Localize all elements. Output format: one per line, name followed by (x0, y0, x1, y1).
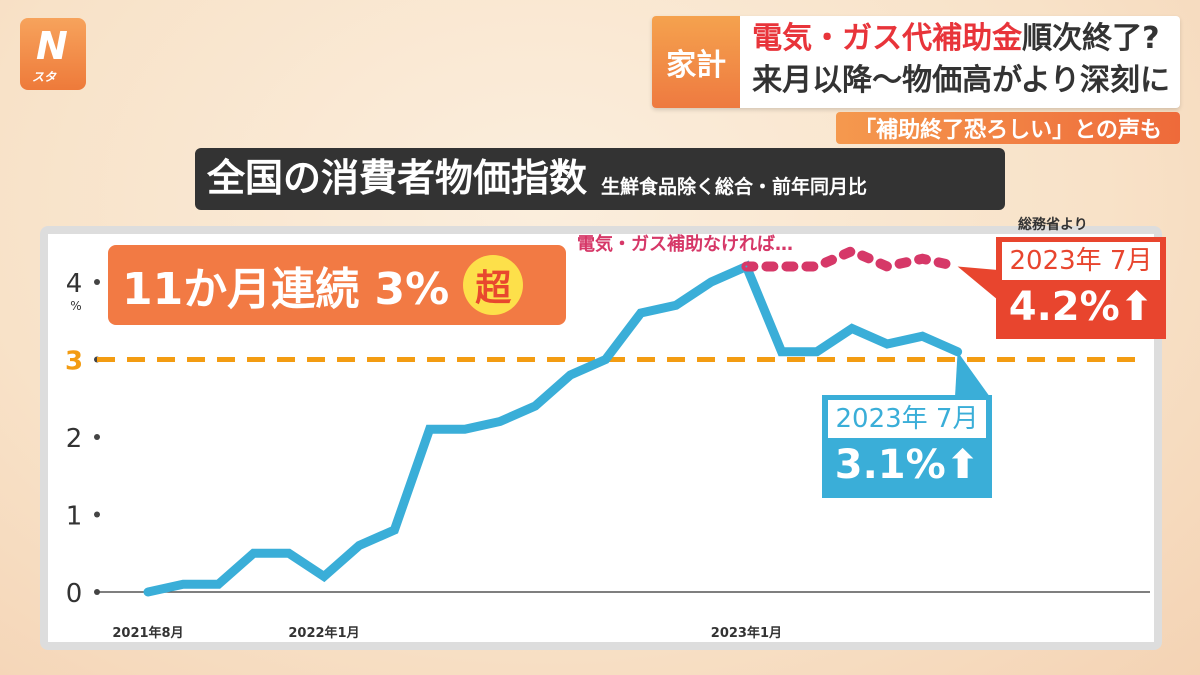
actual-point (604, 358, 607, 361)
over-circle: 超 (463, 255, 524, 315)
without-subsidy-line (741, 245, 963, 272)
x-tick-label: 2022年1月 (288, 625, 359, 641)
y-tick-label: 0 (66, 579, 83, 609)
callout-date: 2023年 7月 (828, 400, 986, 438)
streak-text: 11か月連続 3% (122, 264, 450, 315)
actual-point (710, 281, 713, 283)
x-tick-label: 2021年8月 (112, 625, 183, 641)
x-tick-label: 2023年1月 (711, 625, 782, 641)
actual-point (428, 428, 431, 431)
actual-cpi-line (143, 260, 963, 597)
callout-value: 3.1%⬆ (834, 442, 980, 488)
actual-point (463, 428, 466, 431)
headline-text: 電気・ガス代補助金順次終了? 来月以降〜物価高がより深刻に (740, 16, 1180, 108)
actual-point (147, 591, 149, 593)
logo-sub: スタ (32, 70, 57, 84)
headline-line1: 電気・ガス代補助金順次終了? (752, 20, 1170, 58)
chart-title: 全国の消費者物価指数 (207, 156, 588, 200)
streak-badge: 11か月連続 3% 超 (108, 245, 566, 325)
actual-point (252, 552, 255, 555)
actual-point (534, 405, 537, 407)
y-tick-label: 2 (66, 424, 83, 454)
actual-point (745, 265, 748, 268)
y-tick-dot (94, 434, 100, 440)
category-label: 家計 (652, 16, 741, 108)
chart-title-bar: 全国の消費者物価指数 生鮮食品除く総合・前年同月比 (195, 148, 1005, 210)
actual-point (921, 335, 924, 338)
logo-mark: N (36, 24, 68, 68)
actual-point (569, 374, 572, 376)
y-unit: % (70, 299, 81, 313)
actual-point (358, 544, 361, 547)
actual-point (815, 350, 818, 353)
actual-point (639, 312, 642, 314)
callout-value: 4.2%⬆ (1008, 284, 1154, 330)
y-tick-label: 1 (66, 502, 83, 532)
actual-point (675, 304, 677, 307)
actual-point (393, 529, 396, 531)
headline-rest: 順次終了? (1022, 21, 1160, 56)
callout-actual: 2023年 7月 3.1%⬆ (822, 395, 992, 498)
without-subsidy-label: 電気・ガス補助なければ… (577, 234, 793, 255)
y-tick-label: 4 (66, 269, 83, 299)
actual-point (851, 327, 853, 330)
y-tick-label: 3 (65, 347, 83, 377)
subheadline: 「補助終了恐ろしい」との声も (836, 112, 1180, 144)
y-tick-dot (94, 589, 100, 595)
y-tick-dot (94, 279, 100, 285)
actual-point (287, 552, 290, 555)
actual-point (499, 420, 501, 423)
callout-pointer-actual (955, 351, 990, 397)
chart-subtitle: 生鮮食品除く総合・前年同月比 (601, 176, 868, 198)
actual-point (182, 583, 185, 586)
callout-pointer-without-subsidy (957, 266, 998, 300)
actual-point (780, 350, 783, 353)
actual-point (323, 575, 325, 578)
callout-without-subsidy: 2023年 7月 4.2%⬆ (996, 237, 1166, 339)
headline-card: 家計 電気・ガス代補助金順次終了? 来月以降〜物価高がより深刻に (652, 16, 1180, 108)
callout-date: 2023年 7月 (1002, 242, 1160, 280)
actual-point (217, 583, 220, 586)
headline-highlight: 電気・ガス代補助金 (752, 21, 1023, 56)
actual-point (886, 343, 889, 345)
source-note: 総務省より (1018, 217, 1088, 233)
headline-line2: 来月以降〜物価高がより深刻に (752, 63, 1170, 98)
y-tick-dot (94, 511, 100, 518)
channel-logo: N スタ (20, 18, 86, 90)
